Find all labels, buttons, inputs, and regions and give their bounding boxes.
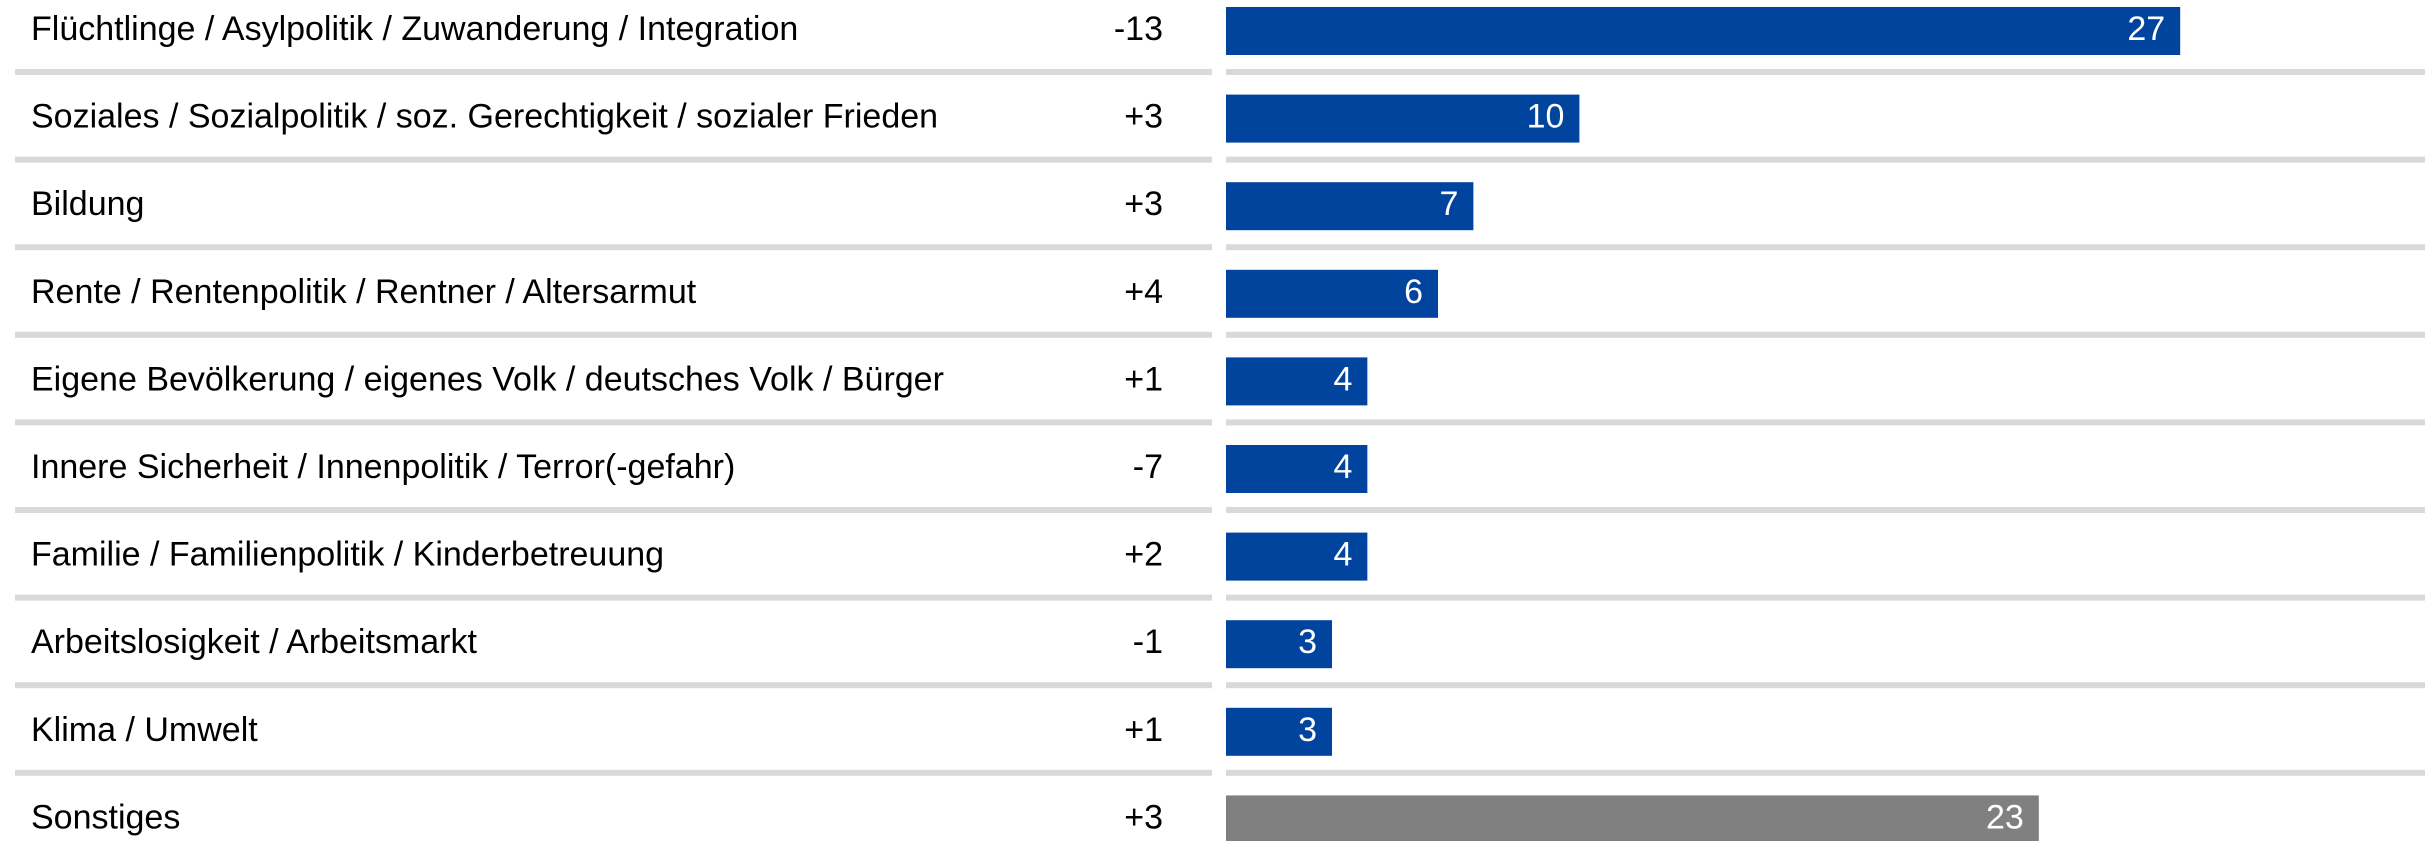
bar [1226, 182, 1474, 231]
category-label: Klima / Umwelt [31, 711, 258, 749]
category-label: Soziales / Sozialpolitik / soz. Gerechti… [31, 98, 938, 136]
value-label: 10 [1527, 98, 1565, 136]
row-separator [15, 507, 1212, 513]
category-label: Rente / Rentenpolitik / Rentner / Alters… [31, 273, 697, 311]
row-separator [1226, 244, 2425, 251]
row-separator [1226, 507, 2425, 513]
bar [1226, 269, 1439, 318]
change-label: +1 [1124, 711, 1163, 749]
row-separator [15, 594, 1212, 601]
row-separator [15, 682, 1212, 689]
category-label: Innere Sicherheit / Innenpolitik / Terro… [31, 448, 735, 486]
bar [1226, 532, 1368, 581]
category-label: Flüchtlinge / Asylpolitik / Zuwanderung … [31, 10, 798, 48]
category-label: Eigene Bevölkerung / eigenes Volk / deut… [31, 360, 944, 398]
change-label: +1 [1124, 360, 1163, 398]
row-separator [1226, 331, 2425, 338]
bar [1226, 707, 1333, 756]
value-label: 4 [1333, 536, 1352, 574]
change-label: -1 [1133, 623, 1163, 661]
row-separator [15, 244, 1212, 251]
row-separator [1226, 594, 2425, 601]
value-label: 7 [1439, 185, 1458, 223]
bar [1226, 620, 1333, 669]
change-label: +3 [1124, 98, 1163, 136]
change-label: -7 [1133, 448, 1163, 486]
value-label: 23 [1986, 798, 2024, 836]
bar [1226, 795, 2039, 841]
bar [1226, 94, 1580, 143]
category-label: Familie / Familienpolitik / Kinderbetreu… [31, 536, 664, 574]
row-separator [15, 69, 1212, 75]
category-label: Sonstiges [31, 798, 180, 836]
category-label: Bildung [31, 185, 144, 223]
row-separator [1226, 682, 2425, 689]
category-label: Arbeitslosigkeit / Arbeitsmarkt [31, 623, 477, 661]
value-label: 4 [1333, 448, 1352, 486]
value-label: 4 [1333, 360, 1352, 398]
row-separator [1226, 69, 2425, 75]
row-separator [15, 769, 1212, 776]
bar [1226, 357, 1368, 406]
value-label: 3 [1298, 711, 1317, 749]
bar [1226, 7, 2181, 55]
value-label: 6 [1404, 273, 1423, 311]
row-separator [1226, 419, 2425, 426]
row-separator [15, 156, 1212, 163]
change-label: +3 [1124, 798, 1163, 836]
change-label: +4 [1124, 273, 1163, 311]
change-label: -13 [1114, 10, 1163, 48]
row-separator [15, 419, 1212, 426]
bar [1226, 445, 1368, 493]
value-label: 3 [1298, 623, 1317, 661]
row-separator [1226, 156, 2425, 163]
change-label: +2 [1124, 536, 1163, 574]
change-label: +3 [1124, 185, 1163, 223]
row-separator [15, 331, 1212, 338]
row-separator [1226, 769, 2425, 776]
value-label: 27 [2127, 10, 2165, 48]
